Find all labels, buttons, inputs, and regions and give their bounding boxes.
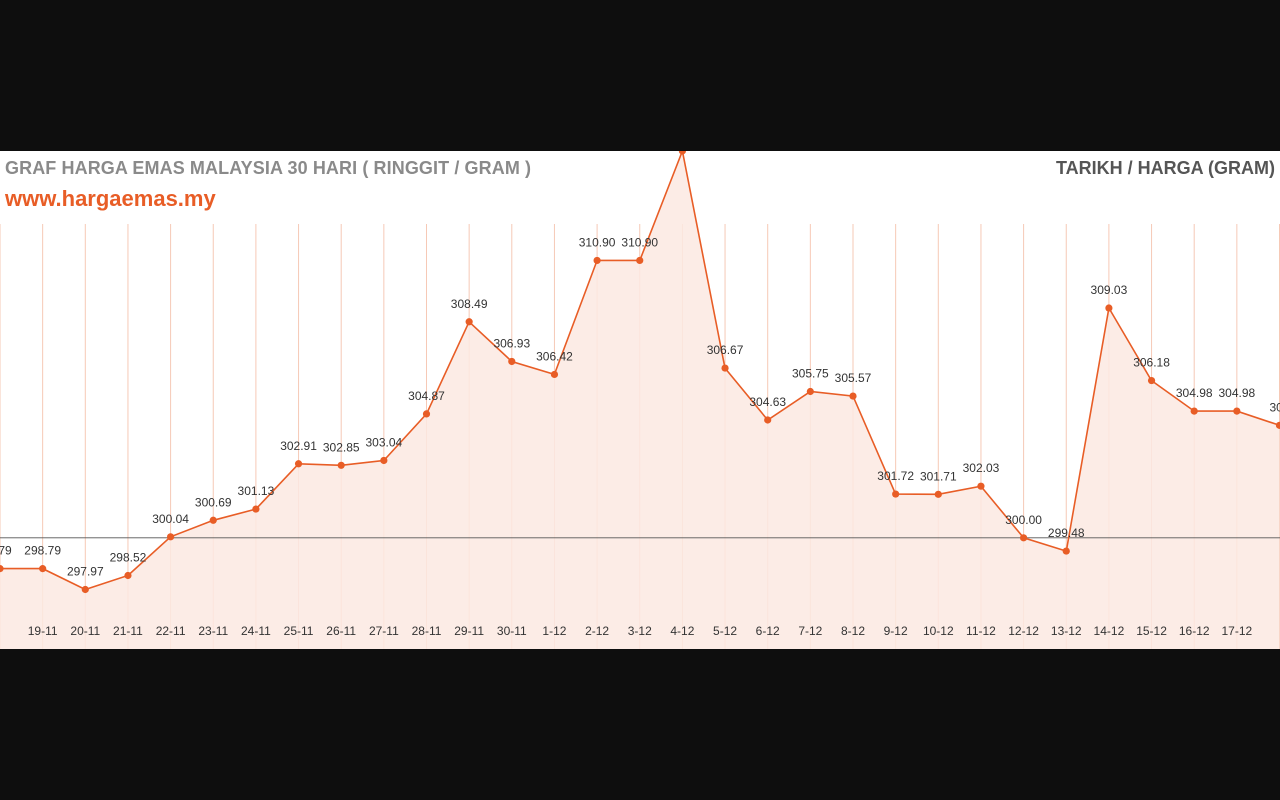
data-point[interactable] (1190, 407, 1198, 415)
x-tick-label: 6-12 (756, 624, 780, 638)
data-point[interactable] (1062, 547, 1070, 555)
data-label: 301.13 (238, 484, 275, 498)
data-point[interactable] (124, 571, 132, 580)
data-point[interactable] (550, 370, 559, 379)
x-tick-label: 1-12 (542, 624, 566, 638)
data-label: 299.48 (1048, 526, 1085, 540)
data-point[interactable] (892, 490, 900, 498)
data-label: 306.67 (707, 343, 744, 357)
data-point[interactable] (1105, 304, 1113, 312)
x-tick-label: 8-12 (841, 624, 865, 638)
data-label: 309.03 (1091, 283, 1128, 297)
x-tick-label: 2-12 (585, 624, 609, 638)
x-tick-label: 26-11 (326, 624, 356, 638)
data-point[interactable] (849, 392, 857, 400)
price-area (0, 151, 1280, 649)
x-tick-label: 5-12 (713, 624, 737, 638)
chart-title: GRAF HARGA EMAS MALAYSIA 30 HARI ( RINGG… (5, 158, 532, 178)
data-point[interactable] (593, 256, 601, 265)
data-label: 300.04 (152, 512, 189, 526)
data-point[interactable] (465, 318, 473, 326)
data-label: 302.91 (280, 439, 317, 453)
data-label: 310.90 (579, 235, 616, 249)
data-label: 297.97 (67, 564, 104, 578)
x-tick-label: 12-12 (1008, 624, 1039, 638)
x-tick-label: 25-11 (284, 624, 314, 638)
x-tick-label: 19-11 (28, 624, 58, 638)
x-tick-label: 13-12 (1051, 624, 1082, 638)
data-point[interactable] (252, 505, 260, 513)
data-label: 305.57 (835, 371, 872, 385)
data-label: 304.98 (1176, 386, 1213, 400)
data-point[interactable] (1275, 421, 1280, 429)
x-tick-label: 10-12 (923, 624, 954, 638)
data-point[interactable] (764, 416, 772, 424)
x-tick-label: 24-11 (241, 624, 271, 638)
x-tick-label: 30-11 (497, 624, 527, 638)
data-label: 302.85 (323, 440, 360, 454)
data-point[interactable] (1147, 376, 1156, 385)
x-tick-label: 3-12 (628, 624, 652, 638)
data-label: 300.00 (1005, 513, 1042, 527)
data-point[interactable] (1020, 534, 1028, 542)
data-label: 306.42 (536, 349, 573, 363)
x-tick-label: 27-11 (369, 624, 399, 638)
data-point[interactable] (508, 357, 516, 366)
data-label: 8.79 (0, 544, 12, 558)
data-label: 301.72 (877, 469, 914, 483)
x-tick-label: 21-11 (113, 624, 143, 638)
data-label: 306.18 (1133, 356, 1170, 370)
data-point[interactable] (977, 482, 985, 490)
data-label: 304.98 (1218, 386, 1255, 400)
x-tick-label: 4-12 (670, 624, 694, 638)
data-point[interactable] (678, 151, 686, 155)
data-label: 308.49 (451, 297, 488, 311)
data-point[interactable] (294, 460, 303, 468)
label-layer: 8.79 298.79 297.97 298.52 300.04 300.69 301.13… (0, 235, 1280, 578)
data-point[interactable] (81, 585, 89, 594)
x-tick-label: 20-11 (70, 624, 100, 638)
point-layer (0, 151, 1280, 594)
data-label: 300.69 (195, 495, 232, 509)
x-tick-layer: 19-11 20-11 21-11 22-11 23-11 24-11 25-11 26-11… (28, 624, 1253, 638)
data-point[interactable] (422, 410, 431, 418)
x-tick-label: 23-11 (198, 624, 228, 638)
data-label: 304.87 (408, 389, 445, 403)
x-tick-label: 9-12 (884, 624, 908, 638)
data-label: 298.79 (24, 544, 61, 558)
x-tick-label: 17-12 (1221, 624, 1252, 638)
legend-label: TARIKH / HARGA (GRAM) (1056, 158, 1275, 178)
data-point[interactable] (167, 533, 175, 541)
data-point[interactable] (39, 565, 47, 573)
data-point[interactable] (380, 456, 388, 465)
data-point[interactable] (934, 490, 942, 498)
data-point[interactable] (337, 461, 345, 469)
x-tick-label: 28-11 (412, 624, 442, 638)
chart-panel: 8.79 298.79 297.97 298.52 300.04 300.69 301.13… (0, 151, 1280, 649)
data-label: 310.90 (621, 235, 658, 249)
data-point[interactable] (636, 256, 644, 265)
data-label: 304.63 (749, 395, 786, 409)
x-tick-label: 22-11 (156, 624, 186, 638)
site-link[interactable]: www.hargaemas.my (5, 186, 216, 211)
data-label: 302.03 (963, 461, 1000, 475)
chart-plot: 8.79 298.79 297.97 298.52 300.04 300.69 301.13… (0, 151, 1280, 649)
x-tick-label: 7-12 (798, 624, 822, 638)
data-label: 304 (1269, 400, 1280, 414)
data-label: 306.93 (493, 336, 530, 350)
data-point[interactable] (721, 364, 729, 372)
data-point[interactable] (1233, 407, 1241, 415)
data-label: 301.71 (920, 469, 957, 483)
data-point[interactable] (0, 565, 4, 573)
data-label: 298.52 (110, 551, 147, 565)
x-tick-label: 11-12 (966, 624, 996, 638)
x-tick-label: 14-12 (1094, 624, 1125, 638)
data-point[interactable] (209, 516, 217, 524)
x-tick-label: 16-12 (1179, 624, 1210, 638)
x-tick-label: 29-11 (454, 624, 484, 638)
x-tick-label: 15-12 (1136, 624, 1167, 638)
data-label: 303.04 (365, 435, 402, 449)
data-point[interactable] (806, 387, 814, 396)
data-label: 305.75 (792, 367, 829, 381)
